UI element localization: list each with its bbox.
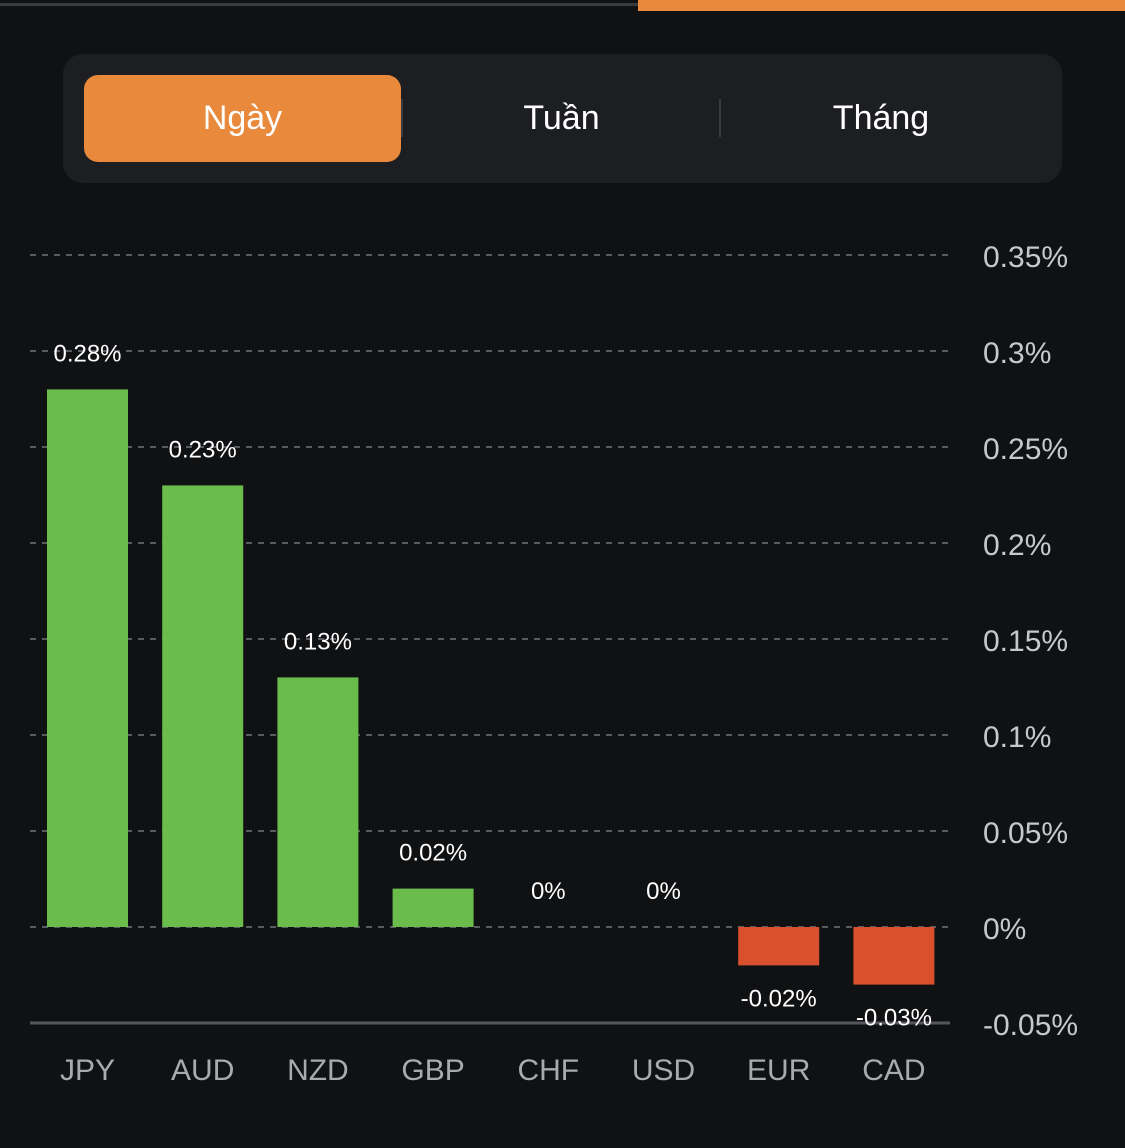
x-tick-label: CAD xyxy=(862,1054,925,1087)
y-tick-label: 0.35% xyxy=(983,241,1068,274)
bar-aud xyxy=(162,485,244,927)
tab-indicator-active xyxy=(638,0,1125,11)
data-label: -0.02% xyxy=(741,985,817,1012)
x-tick-label: JPY xyxy=(60,1054,115,1087)
data-label: 0% xyxy=(646,878,681,905)
tab-indicator-track xyxy=(0,3,640,6)
x-tick-label: GBP xyxy=(401,1054,464,1087)
data-label: 0% xyxy=(531,878,566,905)
divider xyxy=(719,99,721,137)
y-tick-label: 0.15% xyxy=(983,625,1068,658)
y-tick-label: 0% xyxy=(983,913,1026,946)
y-tick-label: 0.05% xyxy=(983,817,1068,850)
x-tick-label: USD xyxy=(632,1054,695,1087)
data-label: 0.02% xyxy=(399,840,467,867)
x-tick-label: CHF xyxy=(517,1054,579,1087)
y-tick-label: 0.3% xyxy=(983,337,1051,370)
divider xyxy=(401,99,403,137)
bar-cad xyxy=(853,927,935,985)
y-tick-label: 0.1% xyxy=(983,721,1051,754)
x-tick-label: NZD xyxy=(287,1054,349,1087)
data-label: 0.13% xyxy=(284,628,352,655)
bar-nzd xyxy=(277,677,359,927)
data-label: -0.03% xyxy=(856,1005,932,1032)
tab-week[interactable]: Tuần xyxy=(523,99,600,137)
bar-jpy xyxy=(47,389,128,927)
tab-day[interactable]: Ngày xyxy=(84,75,401,162)
tab-month[interactable]: Tháng xyxy=(832,99,930,137)
period-segmented-control: Ngày Tuần Tháng xyxy=(63,54,1062,183)
data-label: 0.28% xyxy=(53,340,121,367)
bar-gbp xyxy=(392,888,474,927)
x-tick-label: AUD xyxy=(171,1054,234,1087)
y-tick-label: 0.2% xyxy=(983,529,1051,562)
x-tick-label: EUR xyxy=(747,1054,810,1087)
y-tick-label: -0.05% xyxy=(983,1009,1078,1042)
bar-eur xyxy=(738,927,820,966)
y-tick-label: 0.25% xyxy=(983,433,1068,466)
data-label: 0.23% xyxy=(169,436,237,463)
